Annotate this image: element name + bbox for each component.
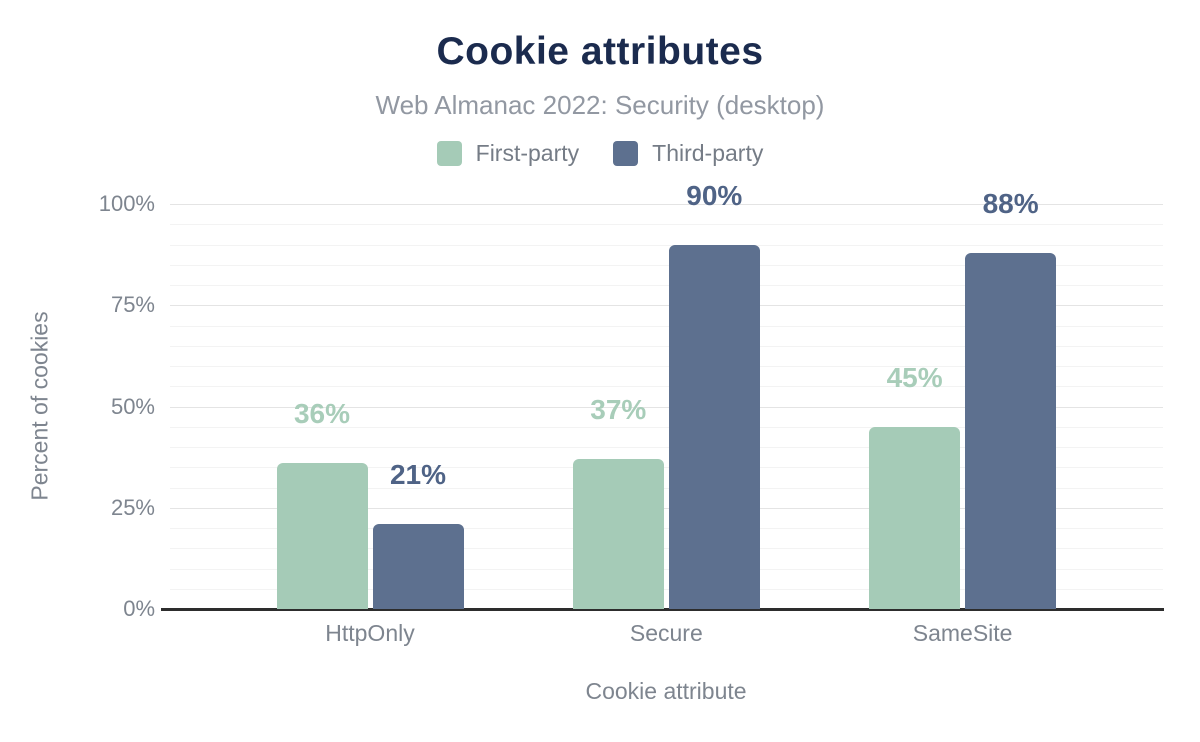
y-tick-label-50: 50% bbox=[110, 393, 155, 419]
x-axis-title: Cookie attribute bbox=[585, 678, 747, 704]
bar-value-label-third-party-secure: 90% bbox=[686, 179, 743, 211]
bar-third-party-secure bbox=[668, 244, 760, 609]
y-axis-title: Percent of cookies bbox=[26, 311, 53, 501]
chart-title: Cookie attributes bbox=[436, 30, 764, 73]
x-tick-label-httponly: HttpOnly bbox=[325, 620, 415, 646]
bar-value-label-first-party-samesite: 45% bbox=[886, 361, 943, 393]
minor-gridline-85 bbox=[170, 264, 1163, 266]
legend-item-third-party: Third-party bbox=[613, 140, 763, 167]
minor-gridline-20 bbox=[170, 528, 1163, 529]
minor-gridline-60 bbox=[170, 366, 1163, 367]
bar-first-party-httponly bbox=[276, 463, 368, 609]
legend-swatch-third-party bbox=[613, 141, 639, 166]
major-gridline-25 bbox=[170, 507, 1163, 509]
legend-item-first-party: First-party bbox=[436, 140, 580, 167]
bar-value-label-third-party-httponly: 21% bbox=[389, 458, 447, 490]
legend-label-third-party: Third-party bbox=[652, 140, 764, 166]
x-tick-label-samesite: SameSite bbox=[912, 620, 1013, 646]
bar-first-party-samesite bbox=[869, 426, 961, 609]
minor-gridline-40 bbox=[170, 447, 1163, 448]
bar-third-party-samesite bbox=[965, 252, 1057, 609]
chart-legend: First-party Third-party bbox=[0, 140, 1200, 167]
minor-gridline-15 bbox=[170, 548, 1163, 550]
bar-first-party-secure bbox=[572, 459, 664, 609]
legend-swatch-first-party bbox=[436, 141, 462, 166]
chart-subtitle: Web Almanac 2022: Security (desktop) bbox=[375, 90, 825, 120]
minor-gridline-90 bbox=[170, 244, 1163, 246]
major-gridline-75 bbox=[170, 305, 1163, 307]
major-gridline-100 bbox=[170, 204, 1163, 205]
y-tick-label-75: 75% bbox=[110, 292, 155, 318]
x-tick-label-secure: Secure bbox=[629, 620, 703, 646]
minor-gridline-95 bbox=[170, 224, 1163, 226]
y-tick-label-100: 100% bbox=[98, 191, 155, 216]
legend-label-first-party: First-party bbox=[475, 140, 580, 166]
minor-gridline-45 bbox=[170, 426, 1163, 428]
major-gridline-50 bbox=[170, 406, 1163, 408]
bar-value-label-first-party-secure: 37% bbox=[590, 394, 647, 426]
bar-value-label-third-party-samesite: 88% bbox=[982, 187, 1039, 219]
bar-value-label-first-party-httponly: 36% bbox=[293, 398, 351, 430]
bar-third-party-httponly bbox=[372, 523, 464, 609]
minor-gridline-55 bbox=[170, 386, 1163, 388]
minor-gridline-65 bbox=[170, 345, 1163, 347]
minor-gridline-30 bbox=[170, 487, 1163, 489]
y-tick-label-25: 25% bbox=[110, 494, 155, 520]
minor-gridline-80 bbox=[170, 285, 1163, 286]
minor-gridline-70 bbox=[170, 325, 1163, 327]
minor-gridline-35 bbox=[170, 467, 1163, 469]
minor-gridline-5 bbox=[170, 588, 1163, 590]
x-axis-line bbox=[161, 607, 1164, 611]
y-tick-label-0: 0% bbox=[123, 596, 155, 621]
minor-gridline-10 bbox=[170, 568, 1163, 570]
